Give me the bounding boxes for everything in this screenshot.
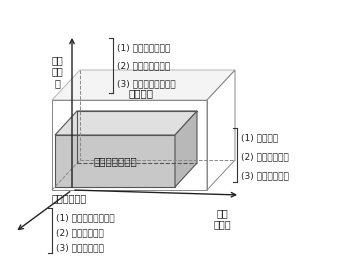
Polygon shape [55, 111, 197, 135]
Text: (3) 组间交流时间: (3) 组间交流时间 [56, 243, 104, 253]
Text: (1) 概括能力: (1) 概括能力 [241, 133, 278, 142]
Text: 思维深入: 思维深入 [128, 88, 153, 98]
Text: 连续的学习任务: 连续的学习任务 [93, 156, 137, 166]
Text: (3) 自由完整表达次数: (3) 自由完整表达次数 [117, 80, 176, 89]
Text: (1) 参与活动的次数: (1) 参与活动的次数 [117, 44, 170, 53]
Text: 思维
深刻性: 思维 深刻性 [213, 208, 231, 229]
Text: 学生
主动
性: 学生 主动 性 [51, 55, 63, 88]
Text: (3) 对本质的理解: (3) 对本质的理解 [241, 171, 289, 181]
Polygon shape [55, 135, 175, 187]
Text: (2) 自主学习时间: (2) 自主学习时间 [56, 228, 104, 238]
Polygon shape [52, 70, 235, 100]
Text: 自主思维时间: 自主思维时间 [52, 193, 87, 203]
Polygon shape [175, 111, 197, 187]
Text: (2) 参与活动的状态: (2) 参与活动的状态 [117, 61, 170, 70]
Text: (1) 小组合作学习时间: (1) 小组合作学习时间 [56, 213, 115, 222]
Text: (2) 逻辑推理能力: (2) 逻辑推理能力 [241, 153, 289, 162]
